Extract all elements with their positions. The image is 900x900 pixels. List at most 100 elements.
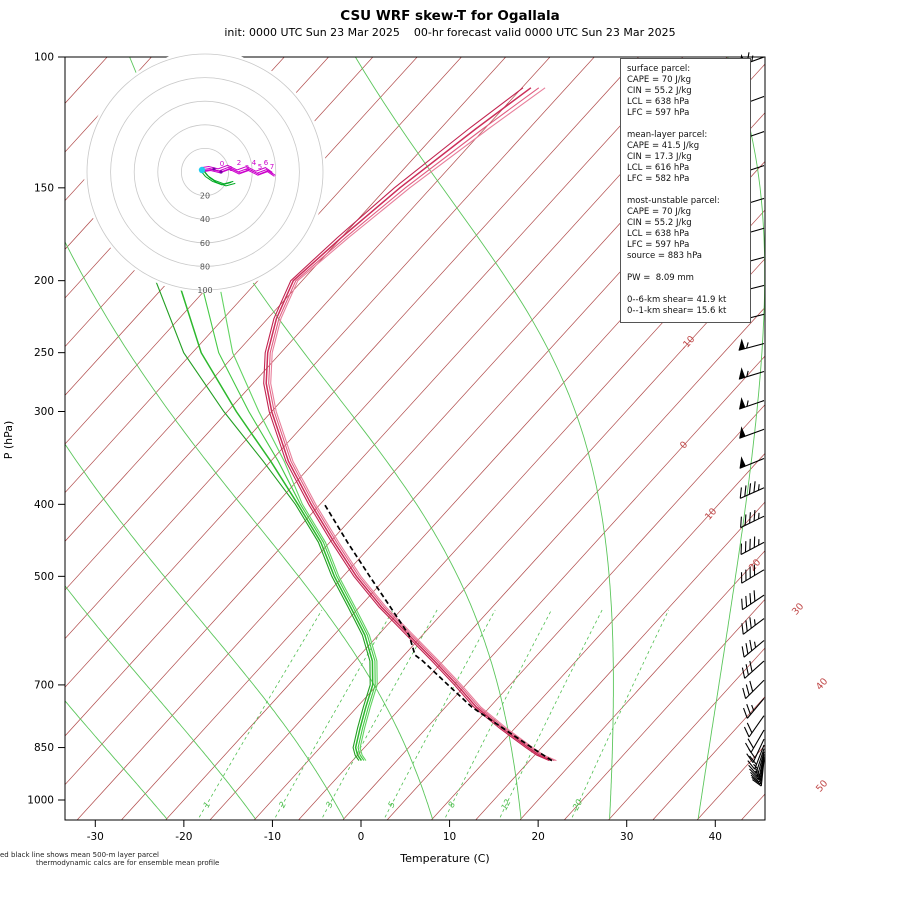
svg-text:500: 500 (34, 571, 54, 583)
hodograph-trace (203, 168, 275, 177)
svg-text:300: 300 (34, 406, 54, 418)
svg-text:-20: -20 (175, 831, 192, 843)
svg-text:400: 400 (34, 499, 54, 511)
svg-text:2: 2 (278, 800, 289, 809)
hodograph-trace (201, 164, 273, 173)
parcel-info-box: surface parcel: CAPE = 70 J/kg CIN = 55.2 … (620, 58, 751, 323)
svg-text:700: 700 (34, 679, 54, 691)
hodograph-member-digit: 6 (264, 159, 269, 167)
info-box-line: CIN = 55.2 J/kg (627, 218, 692, 228)
info-box-line: LFC = 597 hPa (627, 108, 690, 118)
info-box-line (627, 185, 744, 196)
svg-text:5: 5 (387, 800, 398, 809)
hodograph-marker-dot (212, 167, 216, 171)
svg-text:1: 1 (202, 800, 213, 809)
mixing-ratio-lines (198, 609, 670, 818)
hodograph-member-digit: 3 (245, 164, 249, 172)
mixing-ratio-labels: 1 2 3 5 8 12 20 (202, 798, 585, 812)
hodograph-ring-label: 40 (200, 215, 210, 224)
hodograph-marker-dot (219, 170, 223, 174)
svg-text:12: 12 (500, 798, 514, 812)
hodograph-ring (180, 147, 229, 196)
temperature-curve (265, 87, 553, 762)
svg-text:20: 20 (531, 831, 544, 843)
info-box-line: surface parcel: (627, 64, 691, 74)
dewpoint-curve (172, 187, 374, 762)
info-box-line: most-unstable parcel: (627, 196, 720, 206)
svg-text:250: 250 (34, 347, 54, 359)
isotherm-label: 50 (814, 778, 830, 794)
info-box-line: 0--1-km shear= 15.6 kt (627, 306, 727, 316)
hodograph-ring-label: 100 (197, 286, 212, 295)
temperature-curve (268, 87, 555, 762)
hodograph-low-trace (200, 170, 232, 186)
isotherm-label: 20 (747, 557, 763, 573)
dewpoint-curve (217, 187, 378, 761)
svg-text:200: 200 (34, 275, 54, 287)
info-box-line: 0--6-km shear= 41.9 kt (627, 295, 727, 305)
info-box-line: CAPE = 70 J/kg (627, 207, 691, 217)
info-box-line (627, 262, 744, 273)
hodograph-member-digit: 7 (270, 163, 274, 171)
info-box-line (627, 119, 744, 130)
hodograph-ring-label: 60 (200, 239, 210, 248)
storm-motion-dot (198, 166, 206, 174)
chart-title: CSU WRF skew-T for Ogallala (340, 8, 560, 24)
y-axis-title: P (hPa) (2, 421, 15, 460)
chart-subtitle: init: 0000 UTC Sun 23 Mar 2025 00-hr for… (224, 26, 676, 39)
info-box-line: mean-layer parcel: (627, 130, 708, 140)
svg-text:0: 0 (358, 831, 365, 843)
moist-adiabats (65, 57, 765, 820)
svg-text:30: 30 (620, 831, 633, 843)
info-box-line: CIN = 55.2 J/kg (627, 86, 692, 96)
hodograph-ring (133, 100, 277, 244)
info-box-line: CAPE = 41.5 J/kg (627, 141, 700, 151)
dewpoint-curve (197, 187, 376, 761)
svg-text:3: 3 (324, 800, 335, 809)
temperature-curve (270, 87, 557, 762)
hodograph-ring-label: 20 (200, 192, 210, 201)
svg-text:150: 150 (34, 182, 54, 194)
x-axis-title: Temperature (C) (399, 852, 489, 865)
info-box-line: PW = 8.09 mm (627, 273, 694, 283)
isotherm-label: 0 (678, 439, 690, 451)
dewpoint-curve (146, 187, 371, 761)
svg-text:100: 100 (34, 52, 54, 64)
svg-text:40: 40 (709, 831, 722, 843)
hodograph-member-digit: 0 (220, 160, 224, 168)
hodograph-member-digit: 5 (258, 163, 262, 171)
info-box-line (627, 284, 744, 295)
hodograph-ring-label: 80 (200, 262, 210, 271)
hodograph-member-digit: 4 (252, 159, 257, 167)
hodograph-member-digit: 1 (229, 165, 233, 173)
info-box-line: CAPE = 70 J/kg (627, 75, 691, 85)
svg-text:1000: 1000 (27, 795, 54, 807)
svg-text:-10: -10 (264, 831, 281, 843)
info-box-line: source = 883 hPa (627, 251, 703, 261)
isotherm-label: 30 (790, 601, 806, 617)
svg-text:10: 10 (443, 831, 456, 843)
footnote-thermo-calcs: thermodynamic calcs are for ensemble mea… (36, 859, 220, 867)
svg-text:8: 8 (447, 800, 459, 810)
info-box-line: LFC = 597 hPa (627, 240, 690, 250)
isotherm-label: 40 (814, 676, 830, 692)
temperature-curve (263, 87, 550, 762)
isotherm-label: 10 (703, 506, 719, 522)
info-box-line: LCL = 616 hPa (627, 163, 690, 173)
hodograph-ring (86, 53, 324, 291)
info-box-line: CIN = 17.3 J/kg (627, 152, 692, 162)
hodograph-ring (110, 77, 300, 267)
info-box-line: LCL = 638 hPa (627, 229, 690, 239)
svg-text:20: 20 (571, 798, 585, 812)
parcel-curve (323, 503, 553, 762)
footnote-parcel-line: ed black line shows mean 500-m layer par… (0, 851, 159, 859)
svg-text:-30: -30 (87, 831, 104, 843)
hodograph-member-digit: 2 (237, 159, 241, 167)
svg-text:850: 850 (34, 742, 54, 754)
info-box-line: LCL = 638 hPa (627, 97, 690, 107)
info-box-line: LFC = 582 hPa (627, 174, 690, 184)
sounding-profiles (146, 87, 557, 762)
